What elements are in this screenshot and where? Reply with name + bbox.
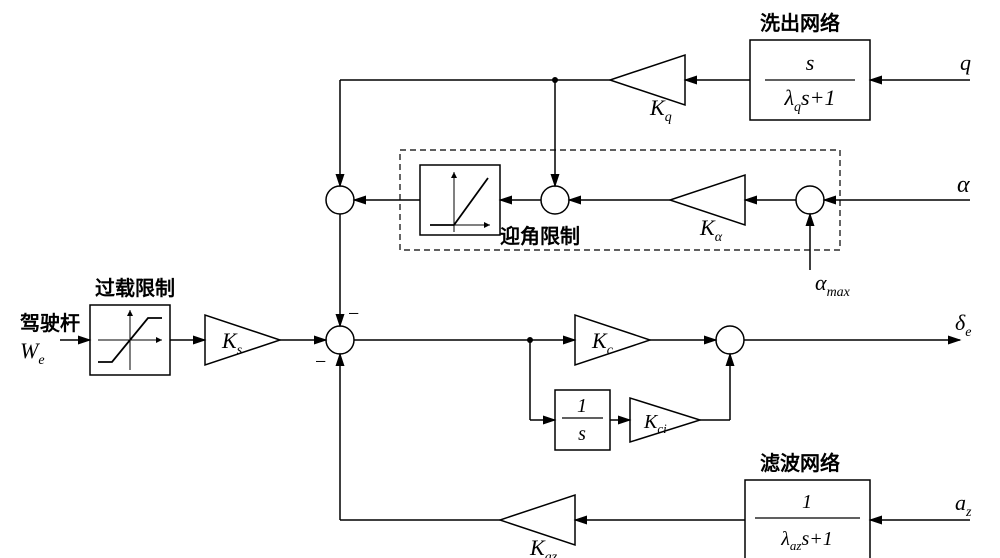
gain-kq-sub: q [665, 110, 672, 125]
aoa-limit-label: 迎角限制 [500, 224, 580, 248]
summer-out [716, 326, 744, 354]
minus-sign-upper: − [348, 303, 359, 325]
minus-sign-az: − [315, 351, 326, 373]
svg-text:λqs+1: λqs+1 [784, 85, 836, 115]
stick-label: 驾驶杆 [20, 311, 80, 335]
alpha-max-sub: max [827, 285, 851, 300]
filter-den-lambda: λ [780, 528, 790, 550]
gain-ks-sub: s [237, 343, 243, 358]
svg-text:αmax: αmax [815, 270, 851, 300]
gain-kq [610, 55, 685, 105]
svg-text:δe: δe [955, 310, 971, 340]
washout-title: 洗出网络 [760, 11, 840, 35]
filter-den-tail: s+1 [801, 528, 832, 550]
svg-text:Kci: Kci [643, 411, 667, 436]
input-alpha-label: α [957, 172, 970, 198]
svg-text:We: We [20, 338, 45, 368]
gain-kq-base: K [649, 95, 666, 120]
az-sub: z [965, 505, 972, 520]
washout-den-lambda: λ [784, 85, 795, 110]
gain-kci-sub: ci [657, 421, 667, 436]
svg-text:Kc: Kc [591, 328, 614, 358]
svg-text:Kα: Kα [699, 215, 723, 245]
svg-text:az: az [955, 490, 972, 520]
summer-upper [326, 186, 354, 214]
filter-den-sub: az [790, 538, 802, 553]
filter-title: 滤波网络 [760, 451, 840, 475]
az-base: a [955, 490, 966, 515]
washout-den-sub: q [794, 100, 801, 115]
block-diagram: q 洗出网络 s λqs+1 Kq α αmax Kα [0, 0, 1000, 558]
gain-kaz-sub: az [545, 550, 558, 558]
integrator-num: 1 [577, 395, 587, 417]
we-base: W [20, 338, 40, 363]
summer-alpha [796, 186, 824, 214]
gain-kaz-base: K [529, 535, 546, 558]
svg-text:Ks: Ks [221, 328, 243, 358]
gain-kc-sub: c [607, 343, 614, 358]
svg-text:λazs+1: λazs+1 [780, 528, 833, 553]
gain-ks [205, 315, 280, 365]
gain-kalpha-base: K [699, 215, 716, 240]
input-q-label: q [960, 50, 971, 75]
delta-sub: e [965, 325, 971, 340]
overload-title: 过载限制 [95, 276, 175, 300]
alpha-max-base: α [815, 270, 827, 295]
gain-ks-base: K [221, 328, 238, 353]
washout-num: s [806, 50, 815, 75]
we-sub: e [38, 353, 44, 368]
integrator-den: s [578, 423, 586, 445]
gain-kc-base: K [591, 328, 608, 353]
summer-main [326, 326, 354, 354]
washout-den-tail: s+1 [801, 85, 835, 110]
summer-aoa-inner [541, 186, 569, 214]
gain-kalpha-sub: α [715, 230, 723, 245]
filter-num: 1 [802, 491, 812, 513]
